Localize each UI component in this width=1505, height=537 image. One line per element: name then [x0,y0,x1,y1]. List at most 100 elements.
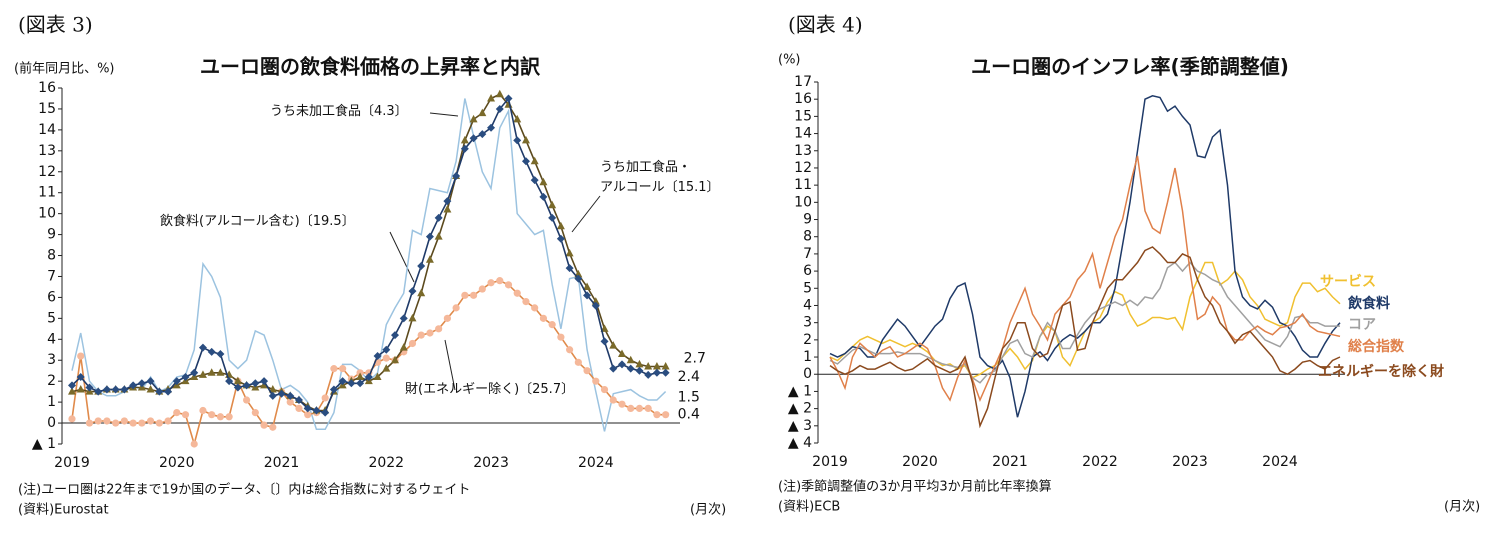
marker [617,360,626,369]
marker [652,368,661,377]
x-tick-label: 2024 [1262,454,1298,470]
marker [268,391,277,400]
frequency: (月次) [1444,499,1480,515]
series-line [829,261,1341,379]
marker [233,376,242,385]
marker [591,301,600,310]
marker [548,213,557,222]
y-tick-label: 11 [794,177,812,193]
y-tick-label: 2 [803,332,812,348]
marker [556,234,565,243]
y-tick-label: 5 [803,280,812,296]
marker [146,385,155,393]
marker [417,262,426,270]
y-tick-label: ▲ 1 [788,383,812,399]
marker [565,264,574,273]
marker [408,313,417,322]
marker [478,285,486,293]
frequency: (月次) [690,502,726,518]
marker [120,385,129,394]
marker [504,281,513,289]
marker [111,385,120,394]
series-label: 飲食料(アルコール含む)〔19.5〕 [160,214,355,229]
marker [443,314,451,322]
marker [102,385,111,394]
y-tick-label: 6 [803,263,812,279]
marker [373,372,382,380]
y-tick-label: 1 [47,394,56,410]
marker [661,362,670,370]
marker [120,417,128,425]
marker [435,325,443,333]
marker [286,398,294,406]
y-tick-label: 7 [803,246,812,262]
marker [434,232,443,240]
marker [504,94,513,103]
marker [225,413,233,421]
marker [618,400,626,408]
marker [592,377,600,385]
marker [181,411,190,419]
marker [155,387,164,396]
marker [146,377,155,386]
marker [181,372,190,381]
marker [85,419,94,427]
marker [478,108,487,117]
value-label: 2.7 [684,351,706,367]
marker [68,415,76,423]
marker [85,383,94,392]
marker [243,396,251,404]
series-line [829,155,1341,403]
y-tick-label: 13 [794,143,812,159]
y-tick-label: 16 [794,91,812,107]
y-tick-label: 15 [794,108,812,124]
x-tick-label: 2022 [368,455,404,471]
marker [539,177,548,186]
marker [277,389,286,398]
marker [373,352,382,361]
marker [530,156,539,165]
marker [112,419,120,427]
y-tick-label: ▲ 1 [32,436,56,452]
marker [399,343,408,351]
marker [556,221,565,230]
marker [495,104,504,113]
marker [260,421,268,429]
marker [574,274,583,283]
y-tick-label: 2 [47,373,56,389]
series-label: 飲食料 [1348,296,1390,312]
marker [565,248,574,257]
y-tick-label: 10 [38,206,56,222]
marker [68,387,76,395]
marker [391,331,400,340]
marker [469,114,478,123]
marker [583,367,591,375]
marker [225,377,234,386]
marker [294,396,303,405]
y-tick-label: 0 [803,366,812,382]
marker [530,176,539,185]
marker [487,123,496,132]
series-line [71,96,666,414]
marker [207,347,216,356]
marker [522,298,530,306]
marker [338,377,347,386]
y-tick-label: 8 [803,229,812,245]
marker [487,93,496,102]
marker [417,331,425,339]
marker [574,358,582,366]
marker [460,144,469,153]
marker [583,291,592,300]
marker [417,288,426,297]
series-line [829,246,1341,429]
series-label: 財(エネルギー除く)〔25.7〕 [405,382,575,397]
marker [513,136,522,145]
x-tick-label: 2021 [992,454,1028,470]
marker [600,385,609,394]
marker [443,197,452,206]
marker [548,321,556,329]
x-tick-label: 2019 [812,454,848,470]
y-tick-label: ▲ 4 [788,435,812,451]
marker [399,314,408,323]
